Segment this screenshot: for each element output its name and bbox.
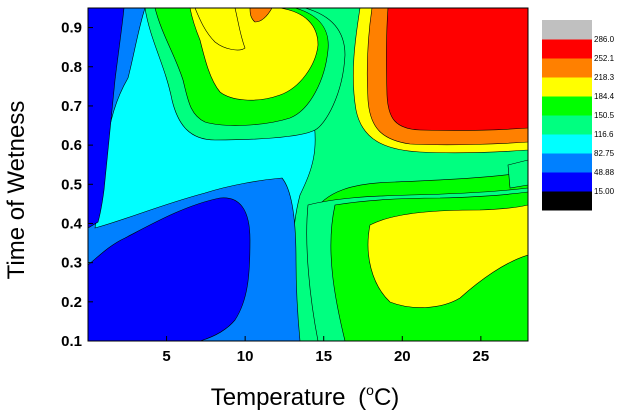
legend-swatch [542,77,592,97]
legend-label: 286.0 [594,35,615,44]
y-axis: 0.1 0.2 0.3 0.4 0.5 0.6 0.7 0.8 0.9 [61,20,93,350]
legend-label: 218.3 [594,73,615,82]
legend-swatch [542,172,592,192]
y-axis-title: Time of Wetness [3,101,30,280]
color-legend: 15.00 48.88 82.75 116.6 150.5 184.4 218.3 252.1… [542,20,615,211]
contour-region-right-notch [507,159,528,189]
contour-region-252-1-top [249,8,273,23]
legend-swatch [542,153,592,173]
legend-label: 150.5 [594,111,615,120]
legend-label: 48.88 [594,168,615,177]
y-tick-label: 0.1 [61,333,82,350]
x-tick-label: 20 [394,348,411,365]
y-tick-label: 0.5 [61,176,82,193]
x-axis-title: Temperature (oC) [211,382,400,411]
contour-region-218-3-lower [367,204,528,308]
x-axis: 5 10 15 20 25 [162,336,489,365]
x-axis-unit-close: C) [374,384,399,411]
contour-region-48-88-bottom [88,197,251,341]
legend-swatch [542,115,592,135]
y-tick-label: 0.3 [61,255,82,272]
legend-swatch [542,39,592,59]
legend-label: 252.1 [594,54,615,63]
x-tick-label: 10 [237,348,254,365]
x-tick-label: 25 [473,348,490,365]
plot-area [88,8,528,341]
legend-swatch [542,58,592,78]
x-axis-unit-open: ( [358,384,366,411]
legend-swatch [542,191,592,211]
plot-frame [87,7,529,342]
legend-label: 82.75 [594,149,615,158]
legend-label: 116.6 [594,130,614,139]
y-tick-label: 0.7 [61,98,82,115]
x-axis-unit-degree: o [366,382,374,398]
legend-label: 184.4 [594,92,615,101]
contour-region-286-0 [386,8,528,131]
y-tick-label: 0.2 [61,294,82,311]
y-tick-label: 0.4 [61,215,83,232]
legend-swatch [542,134,592,154]
y-tick-label: 0.6 [61,137,82,154]
x-tick-label: 15 [315,348,332,365]
x-tick-label: 5 [162,348,170,365]
x-axis-title-text: Temperature [211,384,346,411]
y-tick-label: 0.8 [61,59,82,76]
contour-region-218-3-left [194,8,246,51]
contour-region-48-88-left [88,8,125,229]
legend-swatch [542,20,592,40]
legend-label: 15.00 [594,187,615,196]
y-tick-label: 0.9 [61,20,82,37]
legend-swatch [542,96,592,116]
